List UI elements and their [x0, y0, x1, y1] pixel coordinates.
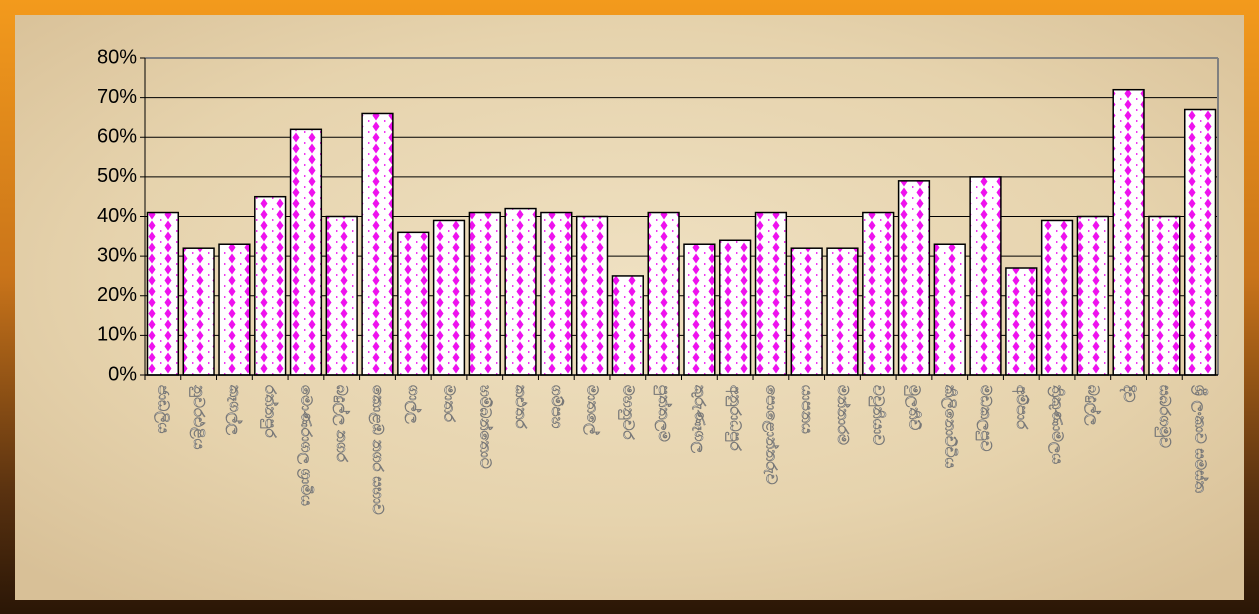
bar: [1005, 267, 1038, 376]
x-tick-label: හම්බන්තොට: [476, 385, 494, 469]
bar: [182, 247, 215, 376]
y-tick-label: 70%: [97, 86, 137, 108]
x-tick-label: ත්‍රිකුණාමලය: [1048, 385, 1067, 464]
x-tick-label: මුලතිව්: [905, 385, 924, 431]
bar: [826, 247, 859, 376]
x-tick-label: අම්පාර: [1012, 385, 1031, 429]
bar: [754, 211, 788, 376]
bar: [1112, 88, 1145, 376]
x-tick-label: කොළඹ නගර සභාව: [369, 385, 387, 515]
x-tick-label: මොණරාගල ග්‍රාමීය: [297, 385, 316, 506]
x-tick-label: කළුතර: [512, 385, 530, 429]
bar: [933, 243, 966, 376]
bar: [1076, 215, 1109, 376]
y-tick-label: 50%: [97, 165, 137, 187]
x-tick-label: අනුරාධපුර: [726, 385, 745, 451]
y-tick-label: 80%: [97, 46, 137, 68]
bar: [540, 211, 573, 376]
x-tick-label: වවුනියාව: [869, 385, 888, 445]
bar: [218, 243, 251, 376]
bar: [254, 195, 287, 376]
x-tick-label: මහනුවර: [619, 385, 638, 440]
x-tick-label: මඩකලපුව: [976, 385, 995, 452]
bar: [575, 215, 609, 376]
bar: [1148, 215, 1181, 376]
x-tick-label: පොළොන්නරුව: [762, 385, 780, 485]
bar: [862, 211, 895, 376]
plot-area: 0% 10% 20% 30% 40% 50% 60% 70% 80% ජාඩලිය නුවරඑළිය…: [97, 46, 1219, 515]
bar: [146, 211, 180, 376]
bar: [683, 243, 716, 376]
x-tick-label: ගම්පහ: [548, 385, 566, 429]
bar: [289, 128, 323, 376]
x-tick-label: කුරුණෑගල: [691, 385, 709, 453]
x-tick-label: කිලිනොච්චිය: [941, 385, 959, 469]
x-tick-label: බදුල්ල: [1084, 385, 1102, 426]
x-tick-label: රත්නපුර: [261, 385, 280, 438]
bar: [325, 215, 358, 376]
bar: [1040, 219, 1074, 376]
bar: [504, 207, 537, 376]
y-tick-label: 0%: [108, 363, 137, 385]
x-tick-label: ගාල්ල: [405, 385, 423, 424]
x-tick-label: බදුල්ල නගර: [333, 385, 351, 462]
x-tick-label: මාතර: [441, 385, 459, 422]
x-tick-label: මාතලේ: [584, 385, 602, 435]
x-tick-label: නුවරඑළිය: [189, 385, 208, 450]
x-tick-label: පුත්තලම: [654, 385, 673, 442]
bar: [468, 211, 501, 376]
x-tick-label: දිව: [1120, 385, 1138, 403]
bar: [719, 239, 752, 376]
y-tick-label: 30%: [97, 244, 137, 266]
y-tick-label: 40%: [97, 205, 137, 227]
x-tick-label: යාපනය: [798, 385, 816, 434]
bar: [790, 247, 823, 376]
x-tick-label: ශ්‍රී ලංකාව සමස්ත: [1191, 385, 1210, 493]
bar: [611, 275, 644, 376]
bar: [1183, 108, 1217, 376]
bar: [397, 231, 430, 376]
x-tick-label: කෑගල්ල: [226, 385, 244, 436]
x-tick-label: ජාඩලිය: [154, 385, 172, 434]
bar: [361, 112, 394, 376]
y-tick-label: 10%: [97, 324, 137, 346]
bar: [897, 180, 931, 376]
bar: [969, 176, 1002, 376]
x-tick-label: සබරගමුව: [1155, 385, 1174, 448]
bar: [647, 211, 680, 376]
bar: [432, 219, 466, 376]
y-tick-label: 60%: [97, 126, 137, 148]
y-tick-label: 20%: [97, 284, 137, 306]
x-tick-label: මන්නාරම: [834, 385, 852, 445]
